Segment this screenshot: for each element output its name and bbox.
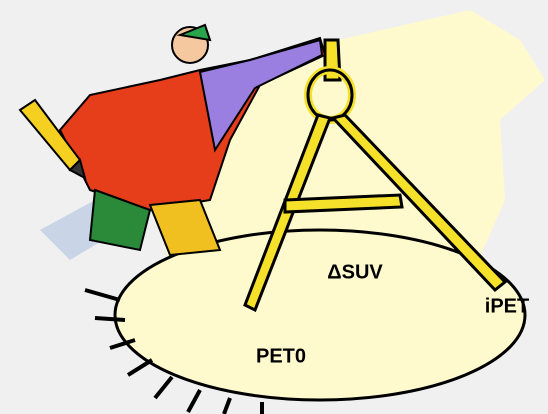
label-ipet: iPET: [485, 295, 529, 317]
label-pet0: PET0: [256, 345, 306, 367]
ellipse: [113, 228, 527, 402]
person: [18, 23, 327, 257]
label-delta-suv: ΔSUV: [327, 261, 383, 283]
ticks: [84, 288, 264, 414]
compass: [243, 38, 508, 313]
